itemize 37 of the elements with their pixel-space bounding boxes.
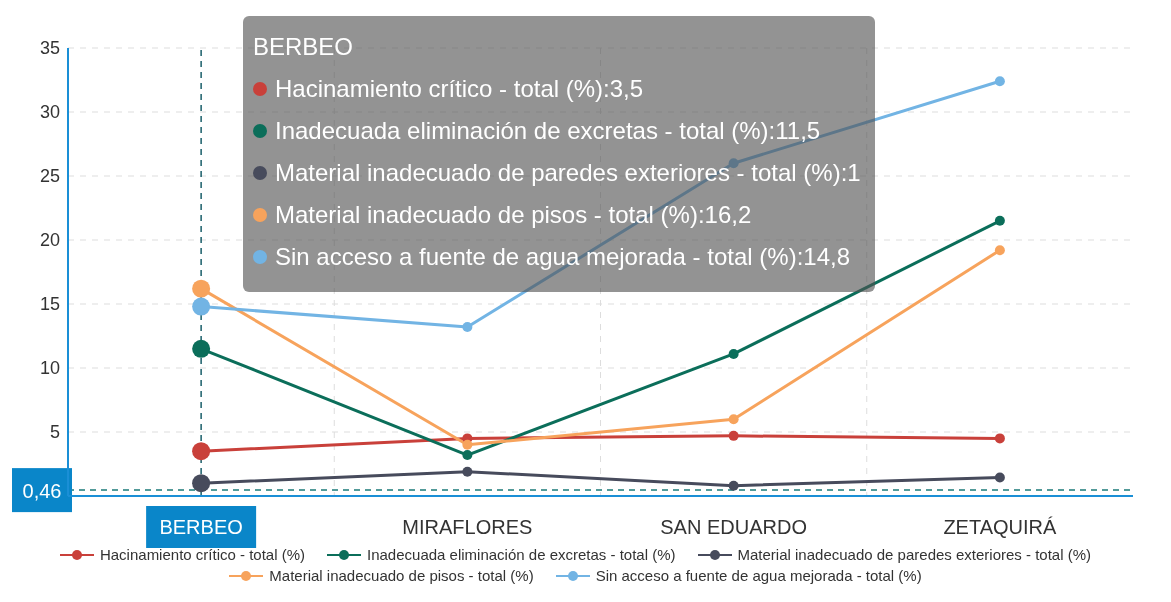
annotation: Material inadecuado de paredes exteriores - total (%):1	[275, 158, 861, 188]
x-tick-label: BERBEO	[159, 516, 243, 538]
annotation: Sin acceso a fuente de agua mejorada - total (%):14,8	[275, 242, 851, 272]
y-tick-label: 35	[39, 38, 60, 59]
y-tick-label: 15	[39, 294, 60, 315]
point	[994, 215, 1005, 226]
point	[994, 472, 1005, 483]
y-tick-label: 10	[39, 358, 60, 379]
annotation: BERBEO	[253, 32, 354, 62]
x-tick-label: MIRAFLORES	[402, 516, 533, 538]
point	[728, 348, 739, 359]
x-tick-label: ZETAQUIRÁ	[943, 516, 1058, 538]
point	[462, 322, 473, 333]
point	[994, 433, 1005, 444]
y-tick-label: 25	[39, 166, 60, 187]
y-tick-label: 30	[39, 102, 60, 123]
annotation: Inadecuada eliminación de excretas - total (%):11,5	[275, 116, 821, 146]
legend-label: Hacinamiento crítico - total (%)	[99, 546, 306, 563]
point	[994, 76, 1005, 87]
point	[462, 439, 473, 450]
point	[728, 480, 739, 491]
legend-label: Material inadecuado de paredes exteriores - total (%)	[737, 546, 1092, 563]
point	[462, 466, 473, 477]
x-tick-label: SAN EDUARDO	[660, 516, 807, 538]
legend-label: Sin acceso a fuente de agua mejorada - total (%)	[595, 567, 922, 584]
ref-line-label: 0,46	[22, 480, 62, 503]
annotation: Hacinamiento crítico - total (%):3,5	[275, 74, 644, 104]
point	[728, 158, 739, 169]
y-tick-label: 5	[49, 422, 60, 443]
y-tick-label: 20	[39, 230, 60, 251]
legend-label: Inadecuada eliminación de excretas - total (%)	[367, 546, 676, 563]
annotation: Material inadecuado de pisos - total (%):16,2	[275, 200, 752, 230]
legend-label: Material inadecuado de pisos - total (%)	[269, 567, 534, 584]
point	[728, 430, 739, 441]
point	[462, 450, 473, 461]
point	[994, 245, 1005, 256]
point	[728, 414, 739, 425]
